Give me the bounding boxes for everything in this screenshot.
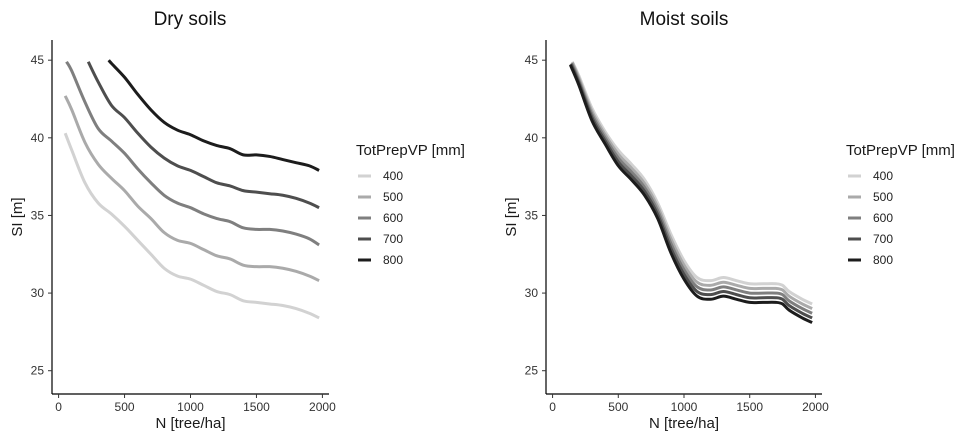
- legend-label-500: 500: [383, 190, 403, 204]
- y-tick-label: 35: [525, 208, 539, 222]
- y-tick-label: 30: [31, 286, 45, 300]
- moist-soils-title: Moist soils: [640, 9, 729, 30]
- series-line-500: [570, 61, 813, 310]
- x-axis-title: N [tree/ha]: [649, 415, 719, 432]
- x-tick-label: 1500: [243, 400, 270, 414]
- legend: TotPrepVP [mm] 400 500 600 700 800: [846, 142, 955, 267]
- y-tick-label: 40: [31, 131, 45, 145]
- y-tick-label: 45: [31, 53, 45, 67]
- x-tick-label: 0: [55, 400, 62, 414]
- y-tick-label: 45: [525, 53, 539, 67]
- x-tick-label: 0: [549, 400, 556, 414]
- series-line-800: [568, 64, 813, 324]
- series-line-700: [86, 61, 320, 210]
- series-line-600: [65, 60, 320, 247]
- x-axis-title: N [tree/ha]: [155, 415, 225, 432]
- legend-label-400: 400: [383, 169, 403, 183]
- legend-label-600: 600: [873, 211, 893, 225]
- series-line-400: [63, 132, 320, 320]
- y-tick-label: 25: [31, 364, 45, 378]
- legend-label-800: 800: [383, 253, 403, 267]
- series-line-800: [107, 59, 320, 172]
- legend-title: TotPrepVP [mm]: [356, 142, 465, 159]
- legend-label-500: 500: [873, 190, 893, 204]
- x-tick-label: 2000: [802, 400, 829, 414]
- series-line-500: [63, 95, 320, 283]
- series-line-700: [569, 63, 813, 320]
- legend-title: TotPrepVP [mm]: [846, 142, 955, 159]
- y-axis-title: SI [m]: [9, 197, 26, 236]
- y-tick-label: 30: [525, 286, 539, 300]
- x-tick-label: 500: [115, 400, 135, 414]
- x-tick-label: 500: [608, 400, 628, 414]
- legend: TotPrepVP [mm] 400 500 600 700 800: [356, 142, 465, 267]
- legend-label-700: 700: [383, 232, 403, 246]
- legend-label-600: 600: [383, 211, 403, 225]
- y-tick-label: 35: [31, 208, 45, 222]
- x-tick-label: 1500: [736, 400, 763, 414]
- series-line-600: [570, 62, 813, 315]
- series-line-400: [570, 61, 813, 306]
- legend-label-700: 700: [873, 232, 893, 246]
- x-tick-label: 2000: [309, 400, 336, 414]
- dry-soils-title: Dry soils: [154, 9, 227, 30]
- y-tick-label: 25: [525, 364, 539, 378]
- dry-soils-panel: Dry soils 0 500 1000 1500 2000 25 30 35 40 45 N [tr…: [9, 9, 465, 432]
- y-axis-title: SI [m]: [503, 197, 520, 236]
- x-tick-label: 1000: [177, 400, 204, 414]
- legend-label-400: 400: [873, 169, 893, 183]
- moist-soils-panel: Moist soils 0 500 1000 1500 2000 25 30 35 40 45 N […: [503, 9, 955, 432]
- x-tick-label: 1000: [671, 400, 698, 414]
- y-tick-label: 40: [525, 131, 539, 145]
- legend-label-800: 800: [873, 253, 893, 267]
